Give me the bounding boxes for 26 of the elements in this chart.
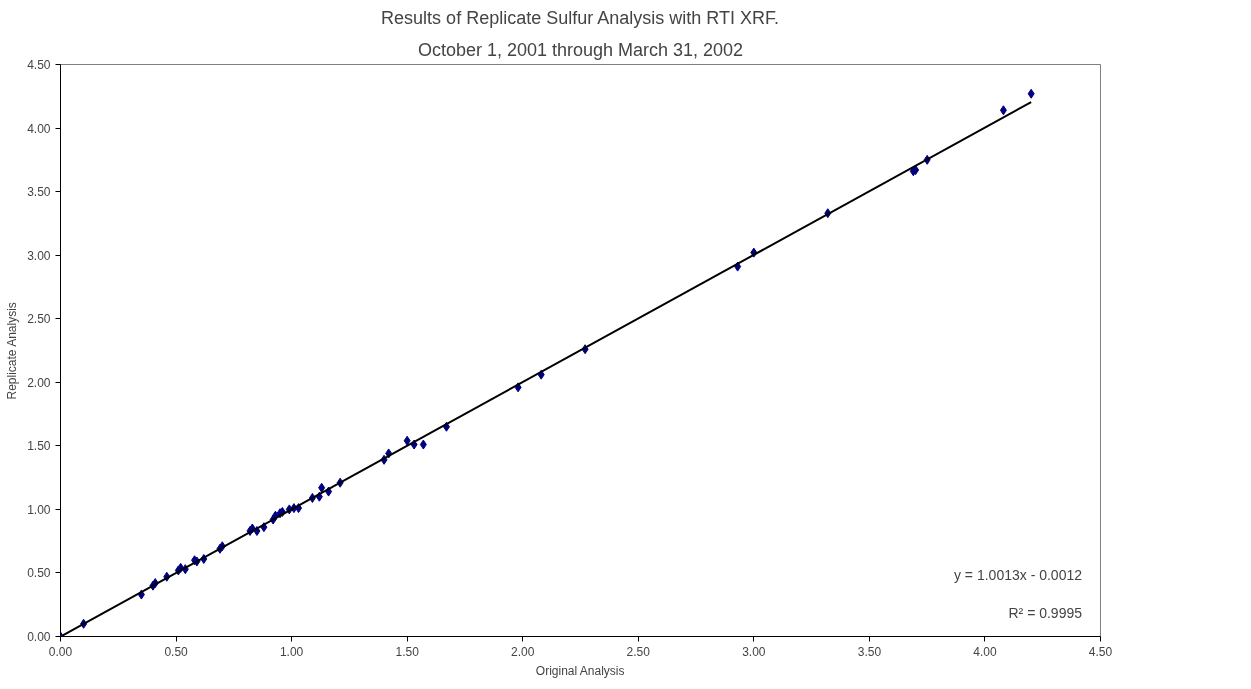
- y-tick-label: 0.00: [27, 630, 51, 644]
- x-tick-label: 0.00: [48, 644, 73, 659]
- x-tick-label: 1.00: [279, 644, 304, 659]
- y-tick-label: 4.50: [27, 58, 51, 72]
- y-tick-label: 1.50: [27, 439, 51, 454]
- x-tick-label: 1.50: [395, 644, 420, 659]
- y-tick-label: 3.50: [27, 185, 51, 200]
- x-tick-label: 4.00: [973, 644, 997, 659]
- x-tick-label: 2.50: [626, 644, 651, 659]
- annotation: R² = 0.9995: [1008, 605, 1083, 622]
- x-tick-label: 4.50: [1088, 644, 1113, 659]
- x-tick-label: 3.50: [857, 644, 882, 659]
- x-tick-label: 2.00: [511, 644, 535, 659]
- y-tick-label: 1.00: [27, 502, 51, 517]
- y-tick-label: 2.00: [27, 375, 51, 390]
- x-tick-label: 3.00: [742, 644, 766, 659]
- chart-title: Results of Replicate Sulfur Analysis with RTI XRF.: [381, 7, 779, 28]
- y-tick-label: 2.50: [27, 312, 51, 327]
- x-axis-title: Original Analysis: [535, 663, 625, 678]
- x-tick-label: 0.50: [164, 644, 189, 659]
- chart-subtitle: October 1, 2001 through March 31, 2002: [417, 39, 744, 60]
- y-tick-label: 3.00: [27, 248, 51, 263]
- y-tick-label: 0.50: [27, 566, 51, 581]
- y-tick-label: 4.00: [27, 121, 51, 136]
- y-axis-title: Replicate Analysis: [5, 302, 20, 400]
- annotation: y = 1.0013x - 0.0012: [953, 567, 1083, 584]
